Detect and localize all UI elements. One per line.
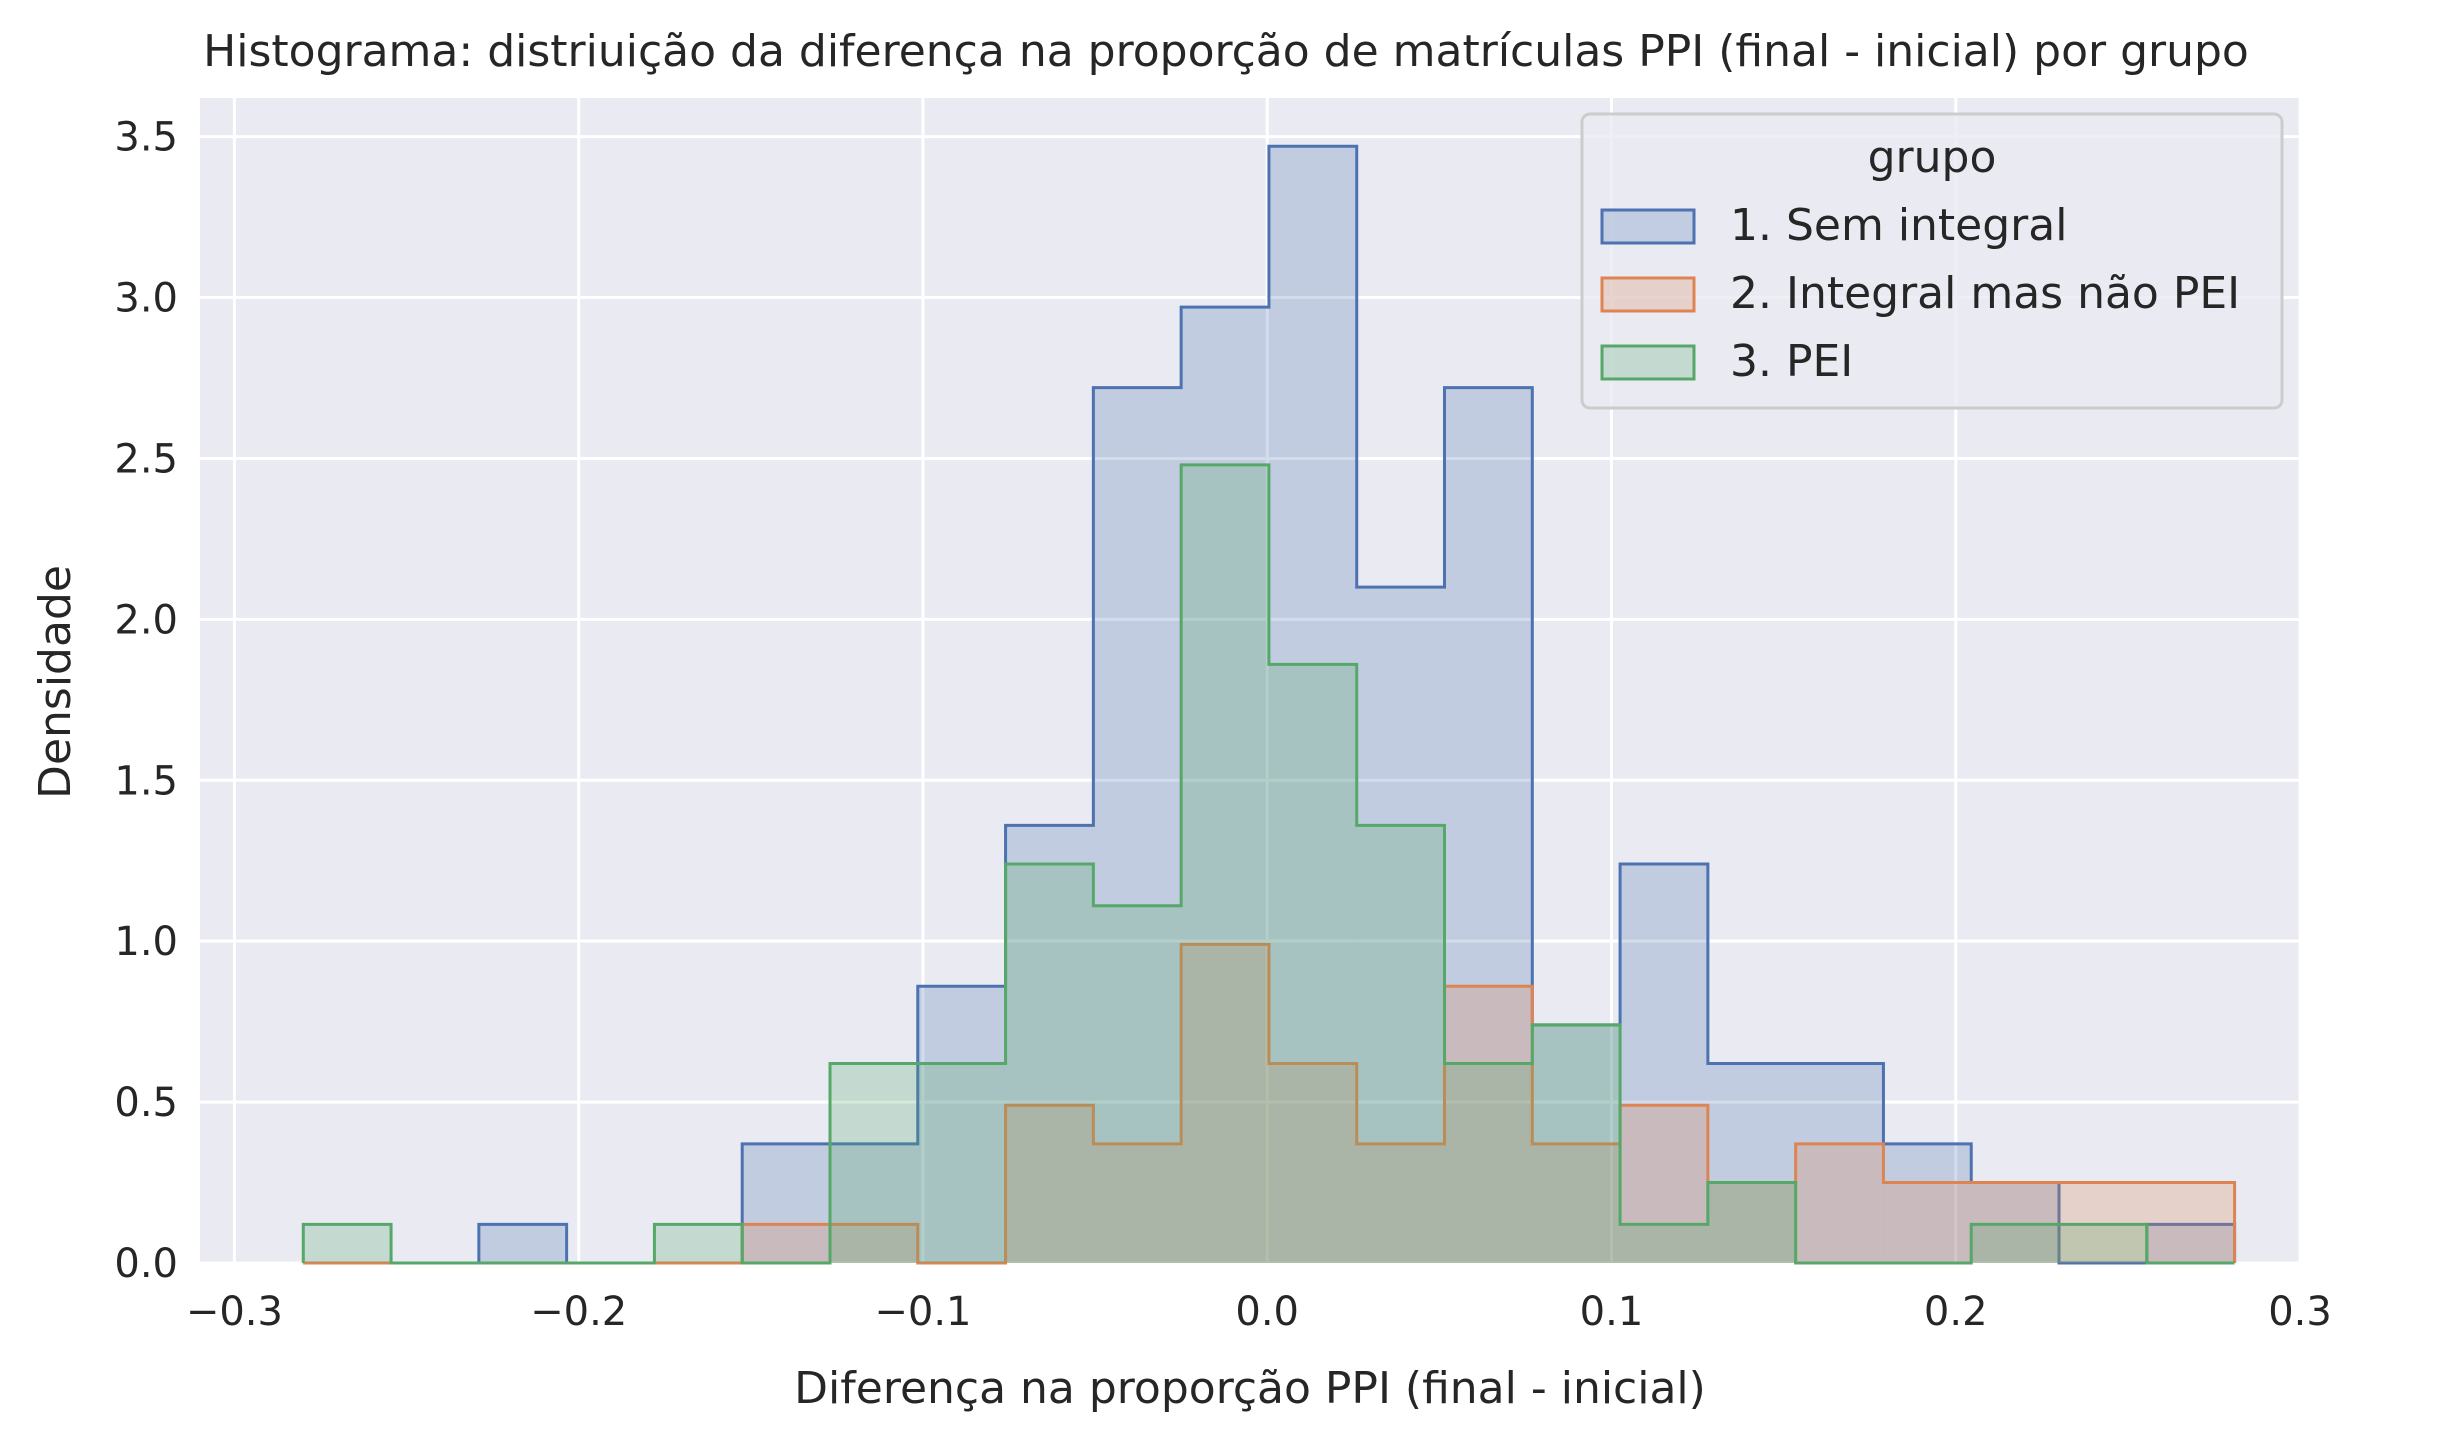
bar-s2-b21 <box>2146 1182 2235 1263</box>
bar-s3-b4 <box>654 1224 743 1263</box>
x-tick-label-2: −0.1 <box>874 1289 971 1335</box>
y-tick-label-7: 3.5 <box>114 115 178 161</box>
bar-s3-b7 <box>917 1063 1006 1263</box>
bar-s2-b11 <box>1268 1063 1357 1263</box>
bar-s1-b2 <box>478 1224 567 1263</box>
legend-title: grupo <box>1868 132 1997 183</box>
bar-s3-b0 <box>303 1224 392 1263</box>
bar-s3-b10 <box>1181 464 1269 1264</box>
bar-s2-b16 <box>1707 1182 1796 1263</box>
legend-swatch-2 <box>1600 276 1696 313</box>
bar-s1-b19 <box>1971 1182 2060 1263</box>
bar-s2-b17 <box>1795 1143 1884 1263</box>
bar-s1-b7 <box>917 986 1006 1263</box>
bar-s1-b10 <box>1181 307 1269 1264</box>
series-1 <box>303 144 2237 1265</box>
bar-s3-b9 <box>1093 905 1182 1263</box>
bar-s3-b16 <box>1707 1182 1796 1263</box>
bar-s2-b12 <box>1356 1143 1445 1263</box>
bar-s2-b14 <box>1532 1143 1621 1263</box>
legend-items: 1. Sem integral 2. Integral mas não PEI 3.… <box>1600 200 2240 387</box>
bar-s1-b12 <box>1356 587 1445 1263</box>
y-tick-label-5: 2.5 <box>114 436 178 482</box>
x-tick-label-4: 0.1 <box>1580 1289 1644 1335</box>
y-axis-label: Densidade <box>30 565 81 799</box>
bar-s1-b11 <box>1268 146 1357 1264</box>
legend-swatch-3 <box>1600 344 1696 381</box>
x-tick-label-0: −0.3 <box>186 1289 283 1335</box>
bar-s2-b19 <box>1971 1182 2060 1263</box>
bar-s1-b8 <box>1005 825 1094 1263</box>
bar-s3-b14 <box>1532 1024 1621 1263</box>
chart-title: Histograma: distriuição da diferença na … <box>203 26 2249 77</box>
x-axis-label: Diferença na proporção PPI (final - inic… <box>794 1363 1706 1414</box>
y-axis-ticks: 0.0 0.5 1.0 1.5 2.0 2.5 3.0 3.5 <box>114 115 178 1287</box>
bar-s1-b5 <box>742 1143 830 1263</box>
bar-s3-b11 <box>1268 664 1357 1263</box>
series-2 <box>303 942 2237 1265</box>
x-tick-label-5: 0.2 <box>1924 1289 1988 1335</box>
bar-s2-b10 <box>1181 944 1269 1263</box>
legend-swatch-1 <box>1600 208 1696 245</box>
legend-box <box>1580 112 2284 410</box>
bar-s2-b5 <box>742 1224 830 1263</box>
bar-s2-b9 <box>1093 1143 1182 1263</box>
bar-s1-b18 <box>1883 1143 1972 1263</box>
x-tick-label-6: 0.3 <box>2268 1289 2332 1335</box>
bar-s2-b6 <box>830 1224 918 1263</box>
y-tick-label-3: 1.5 <box>114 758 178 804</box>
bar-s1-b9 <box>1093 387 1182 1263</box>
bar-s3-b20 <box>2059 1224 2147 1263</box>
legend-label-1: 1. Sem integral <box>1730 200 2067 251</box>
bar-s3-b8 <box>1005 863 1094 1263</box>
bar-s3-b13 <box>1444 1063 1533 1263</box>
bar-s3-b6 <box>830 1063 918 1263</box>
y-tick-label-1: 0.5 <box>114 1080 178 1126</box>
histogram-bars <box>301 144 2237 1265</box>
bar-s3-b19 <box>1971 1224 2060 1263</box>
x-axis-ticks: −0.3 −0.2 −0.1 0.0 0.1 0.2 0.3 <box>186 1289 2332 1335</box>
legend-label-2: 2. Integral mas não PEI <box>1730 268 2240 319</box>
y-tick-label-6: 3.0 <box>114 276 178 322</box>
bar-s1-b13 <box>1444 387 1533 1263</box>
x-tick-label-3: 0.0 <box>1235 1289 1299 1335</box>
series-3 <box>301 463 2235 1265</box>
series-outline-3 <box>301 463 2235 1265</box>
x-tick-label-1: −0.2 <box>530 1289 627 1335</box>
bar-s1-b15 <box>1620 863 1708 1263</box>
bar-s2-b20 <box>2059 1182 2147 1263</box>
bar-s2-b8 <box>1005 1105 1094 1263</box>
bar-s3-b15 <box>1620 1224 1708 1263</box>
bar-s1-b6 <box>830 1143 918 1263</box>
legend-label-3: 3. PEI <box>1730 336 1853 387</box>
y-tick-label-4: 2.0 <box>114 597 178 643</box>
y-tick-label-2: 1.0 <box>114 919 178 965</box>
bar-s3-b12 <box>1356 825 1445 1263</box>
y-tick-label-0: 0.0 <box>114 1241 178 1287</box>
bar-s2-b15 <box>1620 1105 1708 1263</box>
bar-s1-b21 <box>2146 1224 2235 1263</box>
bar-s1-b17 <box>1795 1063 1884 1263</box>
bar-s2-b18 <box>1883 1182 1972 1263</box>
legend: grupo 1. Sem integral 2. Integral mas não… <box>1580 112 2284 410</box>
bar-s1-b16 <box>1707 1063 1796 1263</box>
bar-s2-b13 <box>1444 986 1533 1263</box>
